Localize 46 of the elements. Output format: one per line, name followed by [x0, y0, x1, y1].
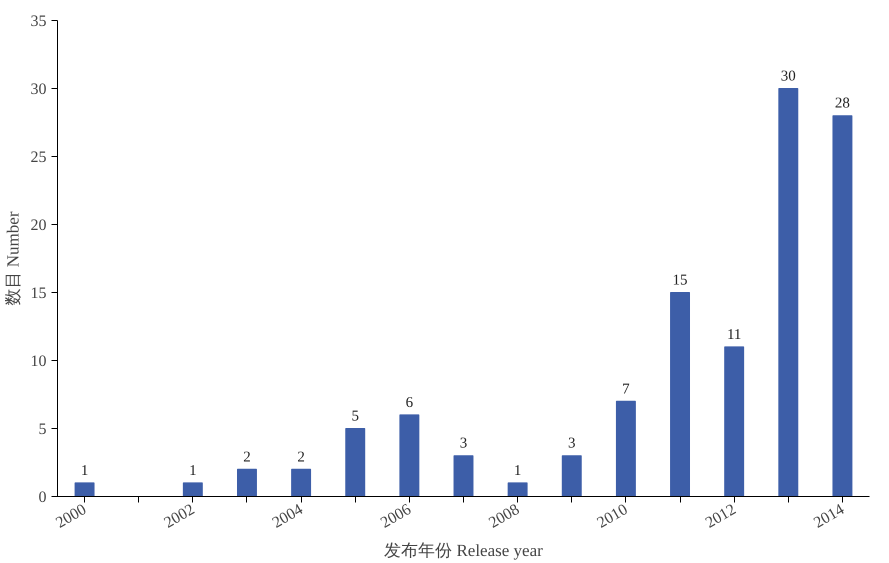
- bar: [345, 428, 366, 496]
- y-tick-label: 10: [30, 353, 46, 370]
- bar: [616, 400, 636, 496]
- bar: [236, 468, 257, 496]
- data-label: 11: [726, 326, 742, 343]
- y-axis-title: 数目 Number: [4, 211, 22, 306]
- data-label: 3: [460, 436, 468, 452]
- data-label: 6: [406, 394, 414, 411]
- x-tick-label: 2004: [270, 501, 306, 532]
- data-label: 5: [351, 408, 359, 424]
- y-tick-label: 25: [30, 149, 46, 166]
- data-label: 15: [672, 272, 688, 288]
- bar: [399, 414, 420, 496]
- data-label: 1: [189, 462, 197, 479]
- y-tick-label: 30: [30, 81, 46, 98]
- y-tick-label: 20: [30, 217, 46, 234]
- data-label: 2: [243, 449, 251, 466]
- data-label: 2: [297, 449, 305, 466]
- bar: [291, 468, 312, 496]
- data-label: 1: [80, 462, 88, 479]
- bar: [74, 482, 95, 496]
- bar: [182, 482, 203, 496]
- data-label: 7: [622, 381, 630, 398]
- x-tick-label: 2002: [161, 501, 198, 532]
- bar: [778, 88, 798, 496]
- y-tick-label: 0: [38, 489, 46, 506]
- bar: [670, 292, 690, 496]
- bar: [562, 455, 582, 496]
- x-tick-label: 2006: [378, 501, 414, 532]
- data-label: 1: [514, 462, 522, 479]
- x-tick-label: 2014: [810, 501, 848, 532]
- y-tick-label: 5: [38, 421, 46, 438]
- x-axis-title: 发布年份 Release year: [384, 541, 544, 560]
- data-label: 3: [568, 436, 576, 452]
- bar: [724, 346, 744, 496]
- x-tick-label: 2012: [702, 501, 739, 532]
- y-tick-label: 35: [30, 13, 46, 30]
- x-tick-label: 2010: [594, 501, 631, 532]
- bar: [454, 455, 474, 496]
- data-label: 30: [780, 68, 796, 84]
- bar: [832, 115, 852, 496]
- x-tick-label: 2000: [53, 501, 90, 532]
- x-tick-label: 2008: [486, 501, 522, 532]
- bar: [508, 482, 528, 496]
- data-label: 28: [834, 96, 850, 112]
- y-tick-label: 15: [30, 285, 46, 302]
